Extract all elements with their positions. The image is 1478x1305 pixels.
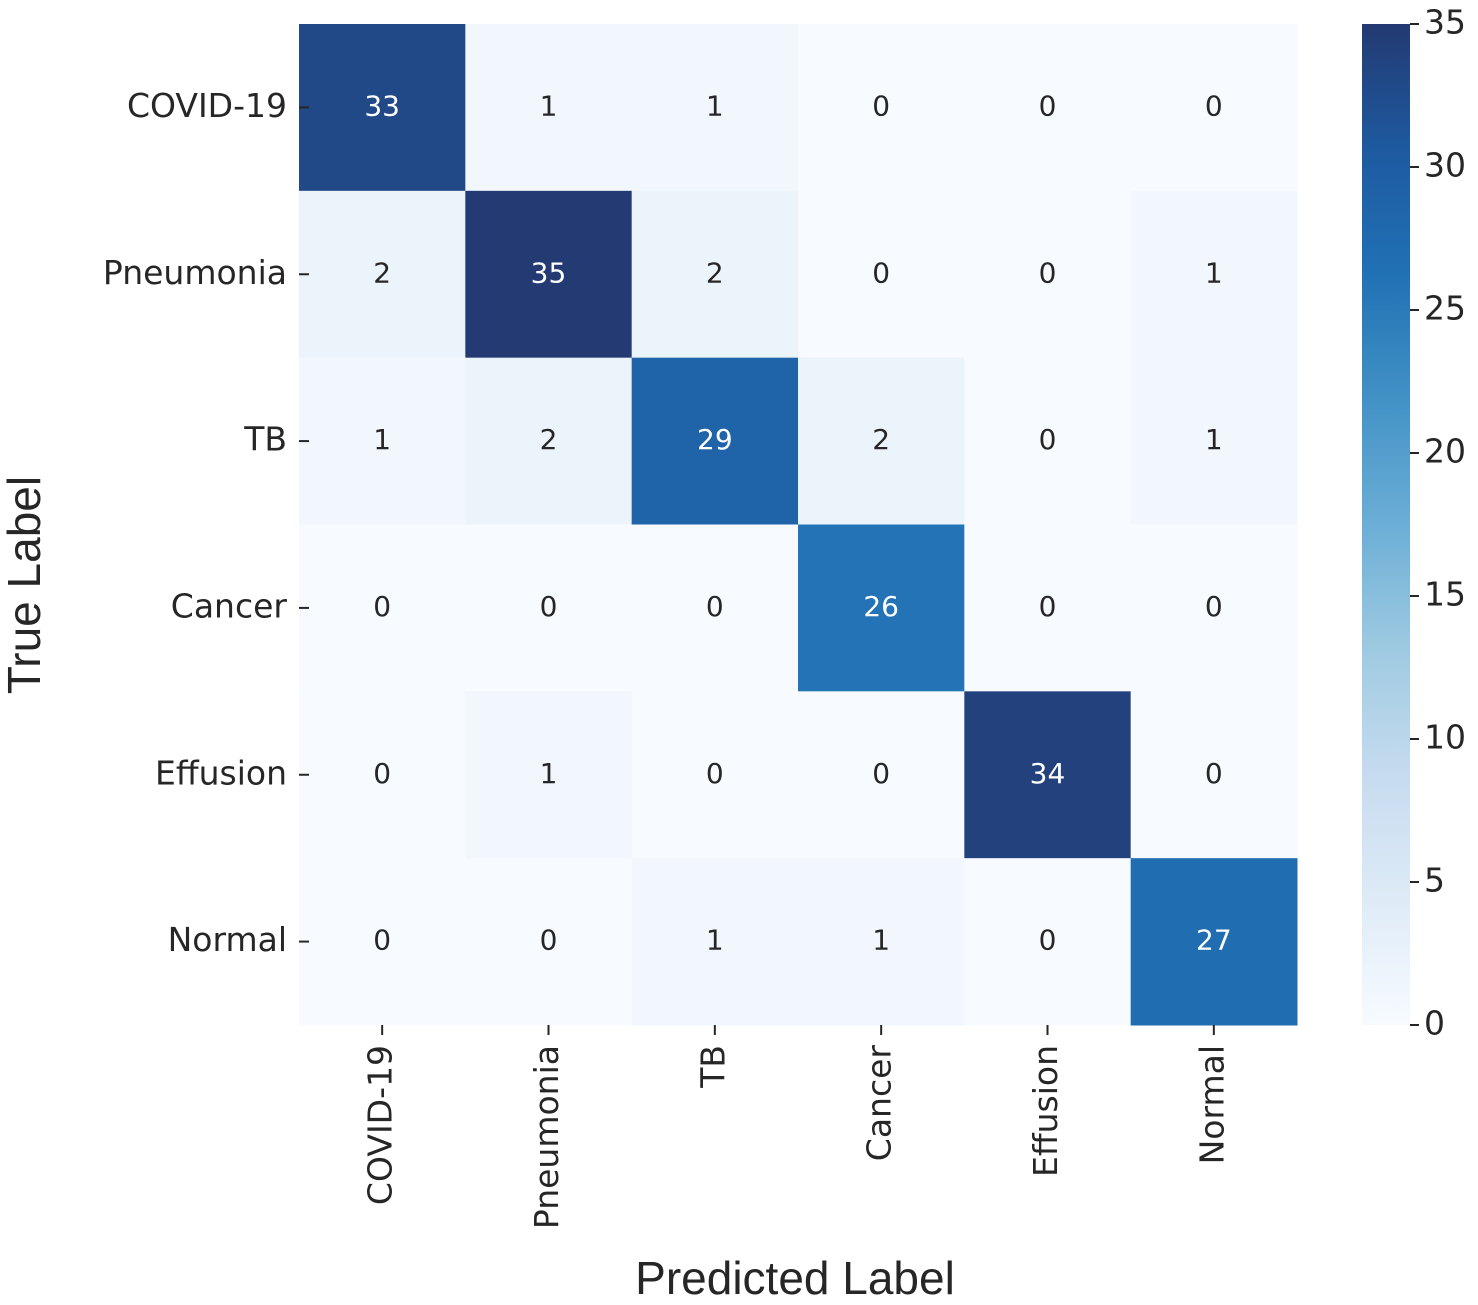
- cell: [631, 858, 799, 1026]
- cell-value: 26: [863, 590, 899, 623]
- x-axis-label: Predicted Label: [635, 1252, 955, 1304]
- cell-value: 27: [1196, 924, 1232, 957]
- y-tick-label: Pneumonia: [103, 253, 287, 292]
- cell: [299, 357, 466, 525]
- x-tick-label: TB: [693, 1045, 732, 1089]
- cell-value: 1: [540, 757, 558, 790]
- cell: [465, 190, 633, 359]
- cell: [299, 24, 466, 192]
- colorbar-tick-label: 25: [1424, 289, 1466, 328]
- cell: [1130, 24, 1298, 192]
- cell: [964, 190, 1132, 359]
- colorbar: [1362, 24, 1410, 1025]
- colorbar-tick-label: 10: [1424, 718, 1466, 757]
- cell-value: 2: [872, 423, 890, 456]
- x-tick-label: Pneumonia: [527, 1045, 566, 1229]
- cell-value: 0: [1039, 423, 1057, 456]
- cell: [1130, 524, 1298, 692]
- cell-value: 0: [1205, 89, 1223, 122]
- cell: [465, 357, 633, 525]
- cell: [798, 190, 965, 359]
- cell: [631, 691, 799, 859]
- cell-value: 0: [1039, 924, 1057, 957]
- cell-value: 0: [1205, 590, 1223, 623]
- cell-value: 0: [373, 924, 391, 957]
- y-axis-label: True Label: [0, 476, 50, 694]
- cell-value: 2: [706, 256, 724, 289]
- cell-value: 0: [706, 590, 724, 623]
- cell-value: 2: [373, 256, 391, 289]
- cell: [465, 24, 633, 192]
- cell: [465, 858, 633, 1026]
- cell: [299, 524, 466, 692]
- cell: [798, 858, 965, 1026]
- cell: [798, 357, 965, 525]
- cell-value: 0: [872, 757, 890, 790]
- cell: [631, 357, 799, 525]
- cell-value: 2: [540, 423, 558, 456]
- y-tick-label: Cancer: [171, 586, 288, 625]
- cell-value: 1: [706, 924, 724, 957]
- cell: [1130, 691, 1298, 859]
- cell: [465, 524, 633, 692]
- colorbar-tick-label: 30: [1424, 146, 1466, 185]
- cell: [964, 858, 1132, 1026]
- x-tick-label: Cancer: [860, 1045, 899, 1162]
- cell: [299, 190, 466, 359]
- cell-value: 0: [872, 256, 890, 289]
- cell-value: 0: [1205, 757, 1223, 790]
- cell-value: 29: [697, 423, 733, 456]
- cell: [1130, 190, 1298, 359]
- cell: [798, 691, 965, 859]
- y-tick-label: Normal: [168, 920, 287, 959]
- cell-value: 0: [373, 757, 391, 790]
- cell: [964, 24, 1132, 192]
- x-tick-label: Effusion: [1026, 1045, 1065, 1177]
- cell: [465, 691, 633, 859]
- cell: [964, 524, 1132, 692]
- cell: [798, 24, 965, 192]
- cell-value: 1: [872, 924, 890, 957]
- cell-value: 1: [373, 423, 391, 456]
- colorbar-tick-label: 0: [1424, 1004, 1445, 1043]
- cell-value: 35: [531, 256, 567, 289]
- cell: [964, 691, 1132, 859]
- cell-value: 0: [872, 89, 890, 122]
- cell: [1130, 858, 1298, 1026]
- cell: [1130, 357, 1298, 525]
- y-tick-label: COVID-19: [127, 86, 287, 125]
- cell-value: 0: [540, 590, 558, 623]
- y-tick-label: TB: [243, 420, 287, 459]
- cell: [631, 190, 799, 359]
- cell-value: 1: [1205, 423, 1223, 456]
- colorbar-tick-label: 20: [1424, 432, 1466, 471]
- cell-value: 0: [1039, 89, 1057, 122]
- cell: [299, 858, 466, 1026]
- cell-value: 0: [373, 590, 391, 623]
- cell: [631, 524, 799, 692]
- cell: [631, 24, 799, 192]
- y-tick-label: Effusion: [155, 753, 287, 792]
- cell-value: 1: [706, 89, 724, 122]
- cell-value: 0: [540, 924, 558, 957]
- cell: [964, 357, 1132, 525]
- x-tick-label: COVID-19: [361, 1045, 400, 1205]
- cell-value: 34: [1030, 757, 1066, 790]
- cell-value: 0: [1039, 256, 1057, 289]
- colorbar-tick-label: 35: [1424, 3, 1466, 42]
- colorbar-tick-label: 5: [1424, 861, 1445, 900]
- cell-value: 1: [1205, 256, 1223, 289]
- colorbar-tick-label: 15: [1424, 575, 1466, 614]
- x-tick-label: Normal: [1192, 1045, 1231, 1164]
- cell-value: 0: [1039, 590, 1057, 623]
- cell-value: 1: [540, 89, 558, 122]
- cell: [798, 524, 965, 692]
- cell-value: 0: [706, 757, 724, 790]
- cell-value: 33: [364, 89, 400, 122]
- cell: [299, 691, 466, 859]
